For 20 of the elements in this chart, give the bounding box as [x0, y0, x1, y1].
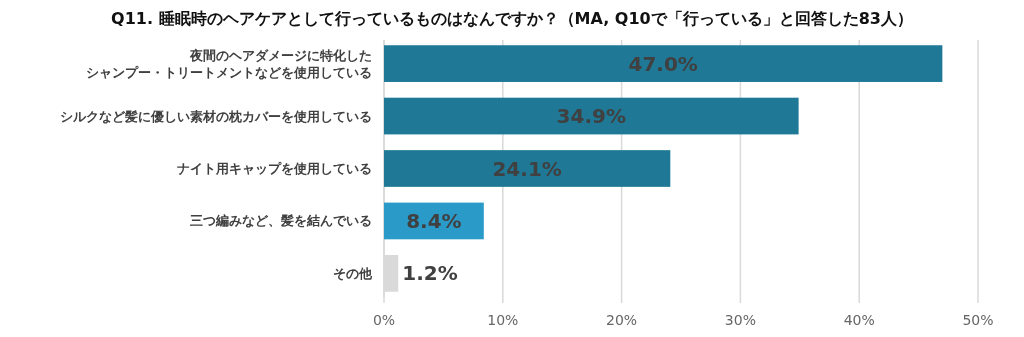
x-tick-label: 10%: [487, 312, 519, 328]
y-tick-label: シルクなど髪に優しい素材の枕カバーを使用している: [60, 108, 372, 124]
y-tick-label: その他: [333, 265, 373, 281]
x-tick-label: 30%: [724, 312, 756, 328]
y-tick-label: 三つ編みなど、髪を結んでいる: [190, 213, 372, 229]
bar: [384, 150, 671, 187]
x-tick-label: 20%: [606, 312, 638, 328]
data-label: 1.2%: [402, 261, 458, 286]
data-label: 8.4%: [406, 208, 462, 233]
data-label: 47.0%: [628, 51, 698, 76]
data-label: 34.9%: [556, 104, 626, 129]
y-tick-label: ナイト用キャップを使用している: [177, 161, 372, 177]
data-label: 24.1%: [492, 156, 562, 181]
x-tick-label: 50%: [962, 312, 994, 328]
chart-title: Q11. 睡眠時のヘアケアとして行っているものはなんですか？（MA, Q10で「行っている」と回答した83人）: [111, 9, 913, 28]
x-tick-label: 0%: [372, 312, 396, 328]
bar: [384, 97, 799, 135]
bar: [384, 45, 943, 82]
y-tick-label: 夜間のヘアダメージに特化したシャンプー・トリートメントなどを使用している: [86, 47, 372, 80]
x-tick-label: 40%: [843, 312, 875, 328]
